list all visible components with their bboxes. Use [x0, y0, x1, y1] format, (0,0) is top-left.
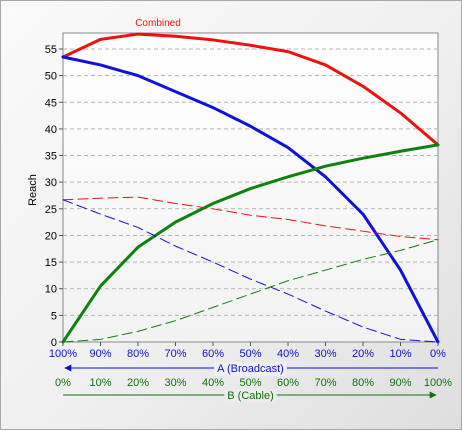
- y-tick-label: 45: [45, 97, 57, 109]
- y-axis-label: Reach: [27, 174, 39, 206]
- axis-b-tick-label: 20%: [127, 377, 149, 389]
- axis-a-tick-label: 10%: [389, 348, 411, 360]
- axis-b-tick-label: 40%: [202, 377, 224, 389]
- axis-a-tick-label: 80%: [127, 348, 149, 360]
- series-line-3: [61, 143, 440, 344]
- axis-b-tick-label: 90%: [389, 377, 411, 389]
- series-line-1: [61, 32, 440, 147]
- axis-b-label-bg: [224, 389, 277, 403]
- axis-b-tick-label: 10%: [89, 377, 111, 389]
- series-label-combined: Combined: [135, 18, 181, 29]
- axis-b-tick-label: 30%: [164, 377, 186, 389]
- axis-a-broadcast: 100% 90% 80% 70% 60% 50% 40% 30% 20% 10% 0% A (Broa…: [49, 342, 446, 376]
- axis-b-tick-label: 50%: [239, 377, 261, 389]
- axis-b-cable: 0% 10% 20% 30% 40% 50% 60% 70% 80% 90% 100% B (Cabl…: [55, 377, 452, 403]
- axis-a-tick-label: 0%: [430, 348, 446, 360]
- axis-a-tick-label: 20%: [352, 348, 374, 360]
- y-tick-label: 20: [45, 230, 57, 242]
- y-axis-ticks: 0 5 10 15 20 25 30 35 40 45 50 55: [45, 44, 63, 349]
- series-labels: Combined: [135, 18, 181, 29]
- axis-a-tick-label: 70%: [164, 348, 186, 360]
- y-tick-label: 15: [45, 257, 57, 269]
- axis-a-tick-label: 50%: [239, 348, 261, 360]
- chart-series: [61, 32, 440, 344]
- y-tick-label: 0: [51, 337, 57, 349]
- axis-a-tick-label: 40%: [277, 348, 299, 360]
- axis-b-tick-label: 70%: [314, 377, 336, 389]
- axis-b-label: B (Cable): [227, 390, 273, 402]
- y-tick-label: 25: [45, 204, 57, 216]
- axis-b-tick-label: 80%: [352, 377, 374, 389]
- y-tick-label: 55: [45, 44, 57, 56]
- series-line-5: [62, 199, 439, 343]
- axis-a-label: A (Broadcast): [217, 363, 284, 375]
- axis-a-tick-label: 90%: [89, 348, 111, 360]
- axis-b-tick-label: 100%: [424, 377, 452, 389]
- y-tick-label: 30: [45, 177, 57, 189]
- y-tick-label: 10: [45, 284, 57, 296]
- axis-b-tick-label: 60%: [277, 377, 299, 389]
- y-tick-label: 5: [51, 310, 57, 322]
- y-tick-label: 50: [45, 71, 57, 83]
- y-tick-label: 40: [45, 124, 57, 136]
- axis-a-tick-label: 30%: [314, 348, 336, 360]
- axis-a-label-bg: [214, 362, 287, 376]
- series-line-6: [62, 239, 439, 343]
- series-line-4: [62, 196, 439, 241]
- axis-b-tick-label: 0%: [55, 377, 71, 389]
- axis-a-tick-label: 60%: [202, 348, 224, 360]
- axis-a-tick-label: 100%: [49, 348, 77, 360]
- y-tick-label: 35: [45, 151, 57, 163]
